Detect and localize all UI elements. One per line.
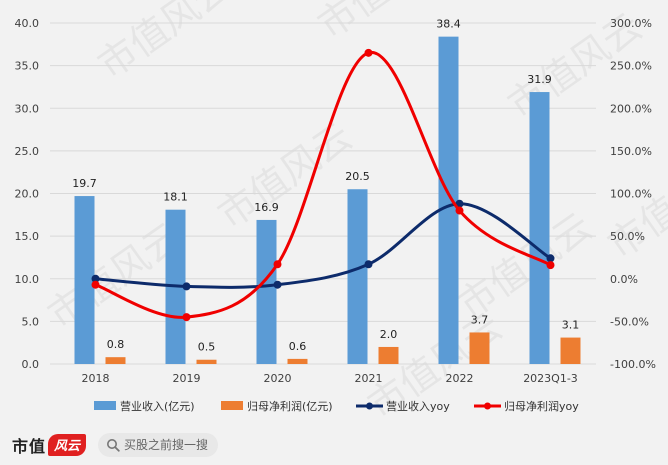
profit-bar (560, 337, 581, 364)
right-tick-label: 50.0% (610, 230, 645, 243)
bars-layer (74, 36, 581, 365)
left-tick-label: 20.0 (15, 188, 40, 201)
legend-label: 营业收入(亿元) (120, 399, 195, 413)
revenue-bar-label: 19.7 (72, 177, 97, 190)
revenue-bar-label: 18.1 (163, 191, 188, 204)
x-axis: 2018 2019 2020 2021 2022 2023Q1-3 (82, 372, 578, 385)
combo-chart: 市值风云市值风云市值风云市值风云市值风云市值风云市值风云市值风云 0.05.01… (15, 0, 668, 424)
left-tick-label: 30.0 (15, 102, 40, 115)
profit-yoy-point (546, 261, 555, 270)
x-tick-label: 2022 (446, 372, 474, 385)
revenue-yoy-point (546, 254, 555, 263)
brand-mark: 风云 (48, 433, 87, 456)
revenue-bar-label: 16.9 (254, 201, 279, 214)
legend-label: 营业收入yoy (386, 399, 450, 413)
right-tick-label: 300.0% (610, 17, 652, 30)
profit-bar-label: 3.7 (471, 313, 489, 326)
left-tick-label: 5.0 (22, 315, 40, 328)
left-tick-label: 10.0 (15, 273, 40, 286)
profit-bar (287, 358, 308, 364)
x-tick-label: 2021 (355, 372, 383, 385)
legend-swatch (221, 401, 243, 410)
right-tick-label: 150.0% (610, 145, 652, 158)
revenue-yoy-point (273, 280, 282, 289)
profit-bar-label: 3.1 (562, 319, 580, 332)
legend-label: 归母净利润(亿元) (247, 399, 333, 413)
profit-yoy-point (182, 313, 191, 322)
lines-layer (91, 48, 555, 322)
profit-bar-label: 0.5 (198, 341, 216, 354)
profit-bar-label: 0.8 (107, 338, 125, 351)
profit-bar (105, 357, 126, 364)
revenue-bar (74, 196, 95, 364)
right-tick-label: 0.0% (610, 273, 638, 286)
x-tick-label: 2018 (82, 372, 110, 385)
x-tick-label: 2019 (173, 372, 201, 385)
left-axis: 0.0 5.0 10.0 15.0 20.0 25.0 30.0 35.0 40.0 (15, 17, 40, 371)
revenue-bar-label: 20.5 (345, 170, 370, 183)
search-placeholder: 买股之前搜一搜 (124, 438, 209, 452)
legend-swatch (94, 401, 116, 410)
revenue-bar-label: 31.9 (527, 73, 552, 86)
profit-yoy-point (273, 260, 282, 269)
profit-bar (469, 332, 490, 364)
revenue-yoy-point (364, 260, 373, 269)
watermark-text: 市值风云 (210, 114, 360, 237)
profit-yoy-point (364, 48, 373, 57)
right-tick-label: 250.0% (610, 60, 652, 73)
revenue-yoy-point (91, 274, 100, 283)
revenue-bar (256, 219, 277, 364)
profit-bar (196, 359, 217, 364)
profit-bar-label: 2.0 (380, 328, 398, 341)
revenue-yoy-line (95, 202, 552, 289)
left-tick-label: 35.0 (15, 60, 40, 73)
legend-marker (484, 402, 491, 410)
x-tick-label: 2023Q1-3 (523, 372, 578, 385)
left-tick-label: 0.0 (22, 358, 40, 371)
brand-text: 市值 (12, 436, 47, 456)
left-tick-label: 15.0 (15, 230, 40, 243)
watermark-text: 市值风云 (90, 0, 240, 87)
right-tick-label: -100.0% (610, 358, 656, 371)
legend-marker (366, 402, 373, 410)
legend-label: 归母净利润yoy (504, 399, 579, 413)
right-tick-label: -50.0% (610, 315, 649, 328)
brand-logo: 市值 风云 (12, 433, 87, 457)
profit-bar-label: 0.6 (289, 340, 307, 353)
left-tick-label: 40.0 (15, 17, 40, 30)
search-icon (107, 438, 120, 452)
footer-bar: 市值 风云 买股之前搜一搜 (0, 424, 668, 465)
legend: 营业收入(亿元) 归母净利润(亿元) 营业收入yoy 归母净利润yoy (94, 399, 579, 413)
revenue-yoy-point (182, 282, 191, 291)
watermark-text: 市值风云 (600, 144, 668, 267)
profit-yoy-point (91, 280, 100, 289)
left-tick-label: 25.0 (15, 145, 40, 158)
right-tick-label: 200.0% (610, 102, 652, 115)
x-tick-label: 2020 (264, 372, 292, 385)
revenue-bar (347, 189, 368, 364)
profit-bar (378, 346, 399, 364)
right-axis: -100.0% -50.0% 0.0% 50.0% 100.0% 150.0% 200.0%… (610, 17, 656, 371)
profit-yoy-point (455, 206, 464, 215)
search-box[interactable]: 买股之前搜一搜 (98, 432, 219, 457)
revenue-bar (438, 36, 459, 364)
bar-labels-layer: 19.7 18.1 16.9 20.5 38.4 31.9 0.8 0.5 0.6 2.0 3.7 3… (72, 18, 579, 354)
right-tick-label: 100.0% (610, 188, 652, 201)
revenue-bar-label: 38.4 (436, 18, 461, 31)
revenue-bar (529, 92, 550, 365)
